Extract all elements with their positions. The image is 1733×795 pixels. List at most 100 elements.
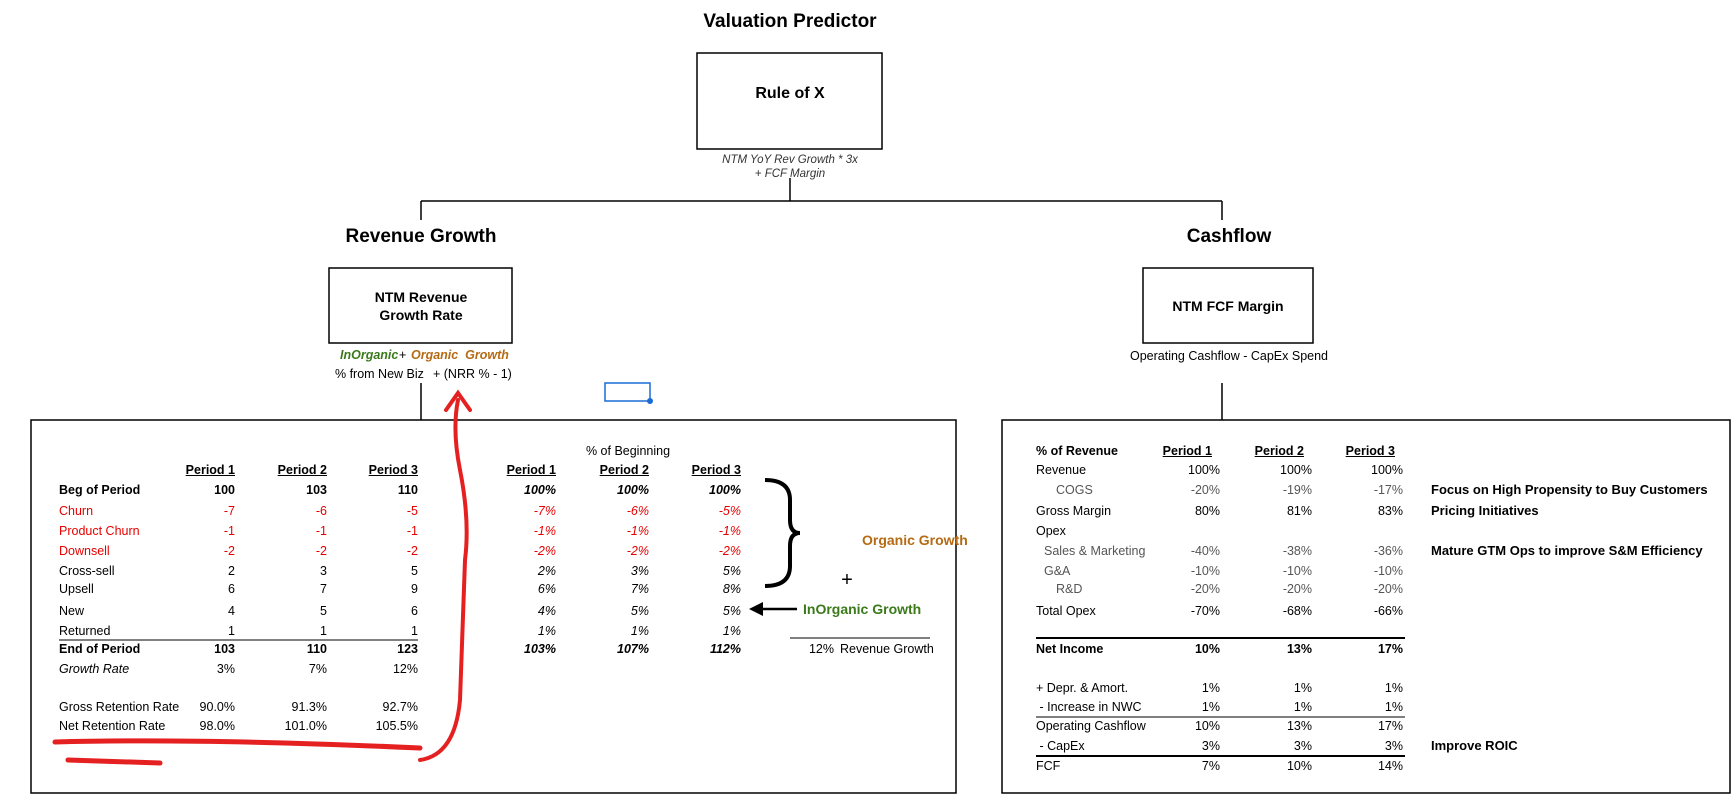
text: -17% <box>1373 483 1403 497</box>
text: + (NRR % - 1) <box>433 367 512 381</box>
text: -6 <box>315 504 327 518</box>
text: 100% <box>1280 463 1312 477</box>
text: 13% <box>1286 719 1312 733</box>
text: Operating Cashflow - CapEx Spend <box>1129 349 1329 363</box>
text: 14% <box>1377 759 1403 773</box>
text: Period 1 <box>506 463 556 477</box>
text: 6 <box>411 604 418 618</box>
text: Net Income <box>1036 642 1104 656</box>
text: % of Beginning <box>585 444 671 458</box>
text: Organic Growth <box>411 348 509 362</box>
text: 81% <box>1286 504 1312 518</box>
text: 90.0% <box>199 700 235 714</box>
red-arrow <box>418 398 469 762</box>
text: 7% <box>1201 759 1220 773</box>
text: + FCF Margin <box>754 168 826 180</box>
text: 10% <box>1286 759 1312 773</box>
text: 12% <box>392 662 418 676</box>
text: Period 3 <box>368 463 418 477</box>
text: 2% <box>537 564 556 578</box>
text: Period 1 <box>1162 444 1212 458</box>
text: 5% <box>722 564 741 578</box>
fcf-box <box>1142 267 1314 344</box>
text: 5 <box>320 604 327 618</box>
text: -2 <box>223 544 235 558</box>
text: 80% <box>1194 504 1220 518</box>
text: -2% <box>626 544 649 558</box>
text: FCF <box>1036 759 1061 773</box>
text: Period 3 <box>691 463 741 477</box>
revenue-box <box>328 267 513 344</box>
text: 1% <box>1201 681 1220 695</box>
text: 1% <box>1201 700 1220 714</box>
rule-box <box>696 52 883 150</box>
text: Revenue <box>1036 463 1087 477</box>
text: 101.0% <box>284 719 327 733</box>
text: -20% <box>1190 483 1220 497</box>
text: 3% <box>216 662 235 676</box>
text: Period 2 <box>599 463 649 477</box>
text: NTM FCF Margin <box>1172 298 1284 314</box>
text: COGS <box>1056 483 1093 497</box>
text: Downsell <box>59 544 110 558</box>
text: 7 <box>320 582 327 596</box>
text: -7 <box>223 504 235 518</box>
text: + Depr. & Amort. <box>1036 681 1129 695</box>
text: 100% <box>1188 463 1220 477</box>
text: Cashflow <box>1186 226 1272 247</box>
text: 110 <box>397 483 418 497</box>
text: Growth Rate <box>59 662 130 676</box>
text: 3% <box>1201 739 1220 753</box>
text: G&A <box>1044 564 1071 578</box>
text: Operating Cashflow <box>1036 719 1146 733</box>
text: 9 <box>411 582 418 596</box>
arrow-head <box>749 602 763 616</box>
text: -10% <box>1190 564 1220 578</box>
text: -20% <box>1190 582 1220 596</box>
text: 1% <box>1293 681 1312 695</box>
text: 92.7% <box>382 700 418 714</box>
text: 1% <box>722 624 741 638</box>
text: -36% <box>1373 544 1403 558</box>
text: -66% <box>1373 604 1403 618</box>
text: + <box>399 348 407 362</box>
text: -2% <box>533 544 556 558</box>
text: Period 2 <box>1254 444 1304 458</box>
text: 10% <box>1194 719 1220 733</box>
text: Returned <box>59 624 111 638</box>
text: 100 <box>214 483 235 497</box>
text: -1% <box>626 524 649 538</box>
text: 1% <box>1293 700 1312 714</box>
text: 5% <box>630 604 649 618</box>
brace <box>764 478 801 588</box>
text: Total Opex <box>1036 604 1096 618</box>
text: 1% <box>537 624 556 638</box>
text: Pricing Initiatives <box>1431 503 1539 518</box>
text: -5% <box>718 504 741 518</box>
text: -68% <box>1282 604 1312 618</box>
text: 100% <box>617 483 649 497</box>
text: Period 1 <box>185 463 235 477</box>
text: Sales & Marketing <box>1044 544 1146 558</box>
red-underline <box>52 738 423 751</box>
text: Upsell <box>59 582 94 596</box>
text: Mature GTM Ops to improve S&M Efficiency <box>1431 543 1703 558</box>
text: 1% <box>630 624 649 638</box>
text: 103% <box>524 642 556 656</box>
text: -38% <box>1282 544 1312 558</box>
text: % from New Biz <box>335 367 424 381</box>
text: 98.0% <box>199 719 235 733</box>
text: 3% <box>630 564 649 578</box>
text: 17% <box>1377 719 1403 733</box>
text: 7% <box>630 582 649 596</box>
text: 4% <box>537 604 556 618</box>
text: -10% <box>1373 564 1403 578</box>
text: 1% <box>1384 681 1403 695</box>
text: Gross Margin <box>1036 504 1112 518</box>
text: 5 <box>411 564 418 578</box>
text: 100% <box>1371 463 1403 477</box>
text: Revenue Growth <box>345 226 497 247</box>
text: - Increase in NWC <box>1036 700 1142 714</box>
text: Focus on High Propensity to Buy Customer… <box>1431 482 1708 497</box>
